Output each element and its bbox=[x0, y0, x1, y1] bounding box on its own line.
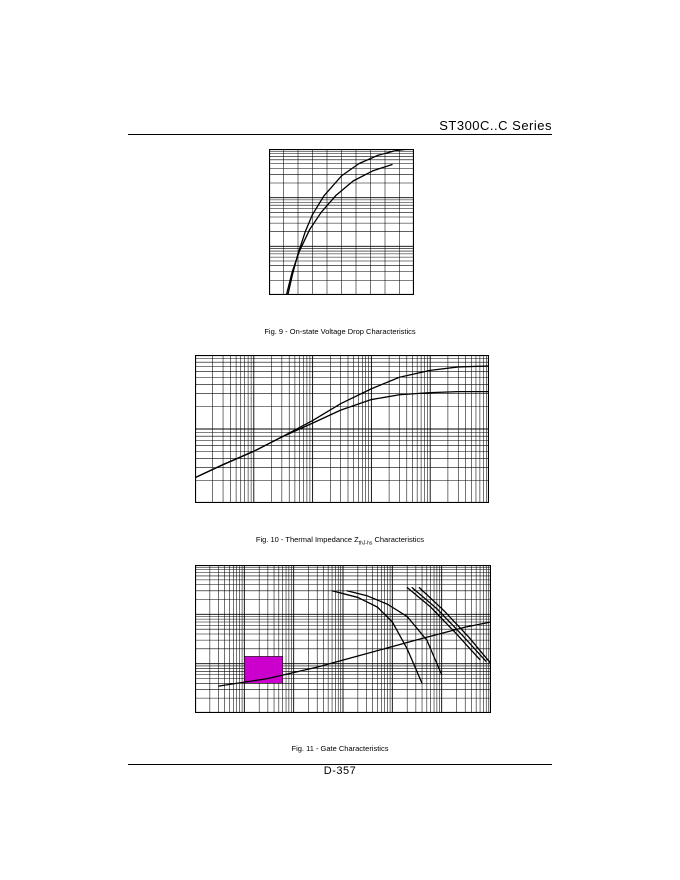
series-line-1 bbox=[331, 590, 423, 684]
data-point bbox=[312, 422, 314, 424]
fig11-caption: Fig. 11 - Gate Characteristics bbox=[291, 744, 389, 753]
data-point bbox=[387, 603, 389, 605]
fig10-caption: Fig. 10 - Thermal Impedance ZthJ-hs Char… bbox=[0, 535, 680, 547]
data-point bbox=[391, 164, 393, 166]
fig10-caption-subscript: thJ-hs bbox=[358, 540, 373, 547]
data-point bbox=[429, 369, 431, 371]
data-point bbox=[429, 392, 431, 394]
fig9-caption: Fig. 9 - On-state Voltage Drop Character… bbox=[264, 327, 416, 336]
data-point bbox=[407, 149, 409, 150]
data-point bbox=[411, 586, 413, 588]
data-point bbox=[366, 653, 368, 655]
data-point bbox=[267, 678, 269, 680]
data-point bbox=[464, 626, 466, 628]
data-point bbox=[418, 586, 420, 588]
footer-rule bbox=[128, 764, 552, 765]
data-point bbox=[468, 636, 470, 638]
data-point bbox=[298, 250, 300, 252]
data-point bbox=[320, 211, 322, 213]
data-point bbox=[340, 403, 342, 405]
series-line-5 bbox=[418, 587, 491, 665]
series-line-0 bbox=[195, 365, 489, 479]
series-line-4 bbox=[411, 586, 487, 663]
data-point bbox=[415, 639, 417, 641]
data-point bbox=[323, 195, 325, 197]
series-line-1 bbox=[195, 390, 489, 479]
data-point bbox=[406, 586, 408, 588]
data-point bbox=[461, 634, 463, 636]
data-point bbox=[376, 606, 378, 608]
data-point bbox=[281, 436, 283, 438]
data-point bbox=[485, 661, 487, 663]
page-number: D-357 bbox=[323, 765, 357, 777]
data-point bbox=[372, 170, 374, 172]
thermal-impedance-chart bbox=[195, 355, 489, 503]
fig10-caption-tail: Characteristics bbox=[372, 535, 425, 544]
data-point bbox=[287, 294, 289, 295]
on-state-voltage-chart bbox=[269, 149, 414, 295]
data-point bbox=[285, 294, 287, 295]
data-point bbox=[441, 674, 443, 676]
series-line-3 bbox=[406, 586, 481, 661]
data-point bbox=[331, 590, 333, 592]
data-point bbox=[218, 685, 220, 687]
data-point bbox=[430, 606, 432, 608]
data-point bbox=[443, 609, 445, 611]
data-point bbox=[479, 659, 481, 661]
data-point bbox=[436, 608, 438, 610]
data-point bbox=[366, 595, 368, 597]
data-point bbox=[394, 150, 396, 152]
data-point bbox=[253, 450, 255, 452]
data-point bbox=[377, 154, 379, 156]
data-point bbox=[457, 391, 459, 393]
series-line-1 bbox=[285, 163, 393, 295]
data-point bbox=[358, 163, 360, 165]
data-point bbox=[312, 214, 313, 216]
data-point bbox=[391, 621, 393, 623]
data-point bbox=[335, 195, 337, 197]
data-point bbox=[488, 365, 489, 367]
data-point bbox=[398, 394, 400, 396]
data-point bbox=[222, 464, 224, 466]
data-point bbox=[398, 376, 400, 378]
data-point bbox=[341, 175, 342, 177]
data-point bbox=[312, 420, 314, 422]
data-point bbox=[457, 366, 459, 368]
data-point bbox=[370, 399, 372, 401]
gate-characteristics-chart bbox=[195, 565, 491, 713]
data-point bbox=[421, 682, 423, 684]
data-point bbox=[291, 271, 293, 273]
data-point bbox=[406, 616, 408, 618]
data-point bbox=[316, 666, 318, 668]
series-line-2 bbox=[346, 590, 443, 675]
data-point bbox=[488, 391, 489, 393]
data-point bbox=[309, 229, 311, 231]
series-line-0 bbox=[287, 149, 409, 295]
data-point bbox=[406, 648, 408, 650]
data-point bbox=[456, 633, 458, 635]
data-point bbox=[346, 590, 348, 592]
header-rule bbox=[128, 134, 552, 135]
data-point bbox=[195, 477, 196, 479]
data-point bbox=[340, 409, 342, 411]
data-point bbox=[370, 388, 372, 390]
data-point bbox=[357, 596, 359, 598]
data-point bbox=[426, 639, 428, 641]
series-title: ST300C..C Series bbox=[439, 118, 552, 133]
data-point bbox=[352, 180, 354, 182]
fig10-caption-main: Fig. 10 - Thermal Impedance Z bbox=[255, 535, 359, 544]
data-point bbox=[490, 663, 491, 665]
data-point bbox=[304, 231, 306, 233]
data-point bbox=[490, 621, 491, 623]
